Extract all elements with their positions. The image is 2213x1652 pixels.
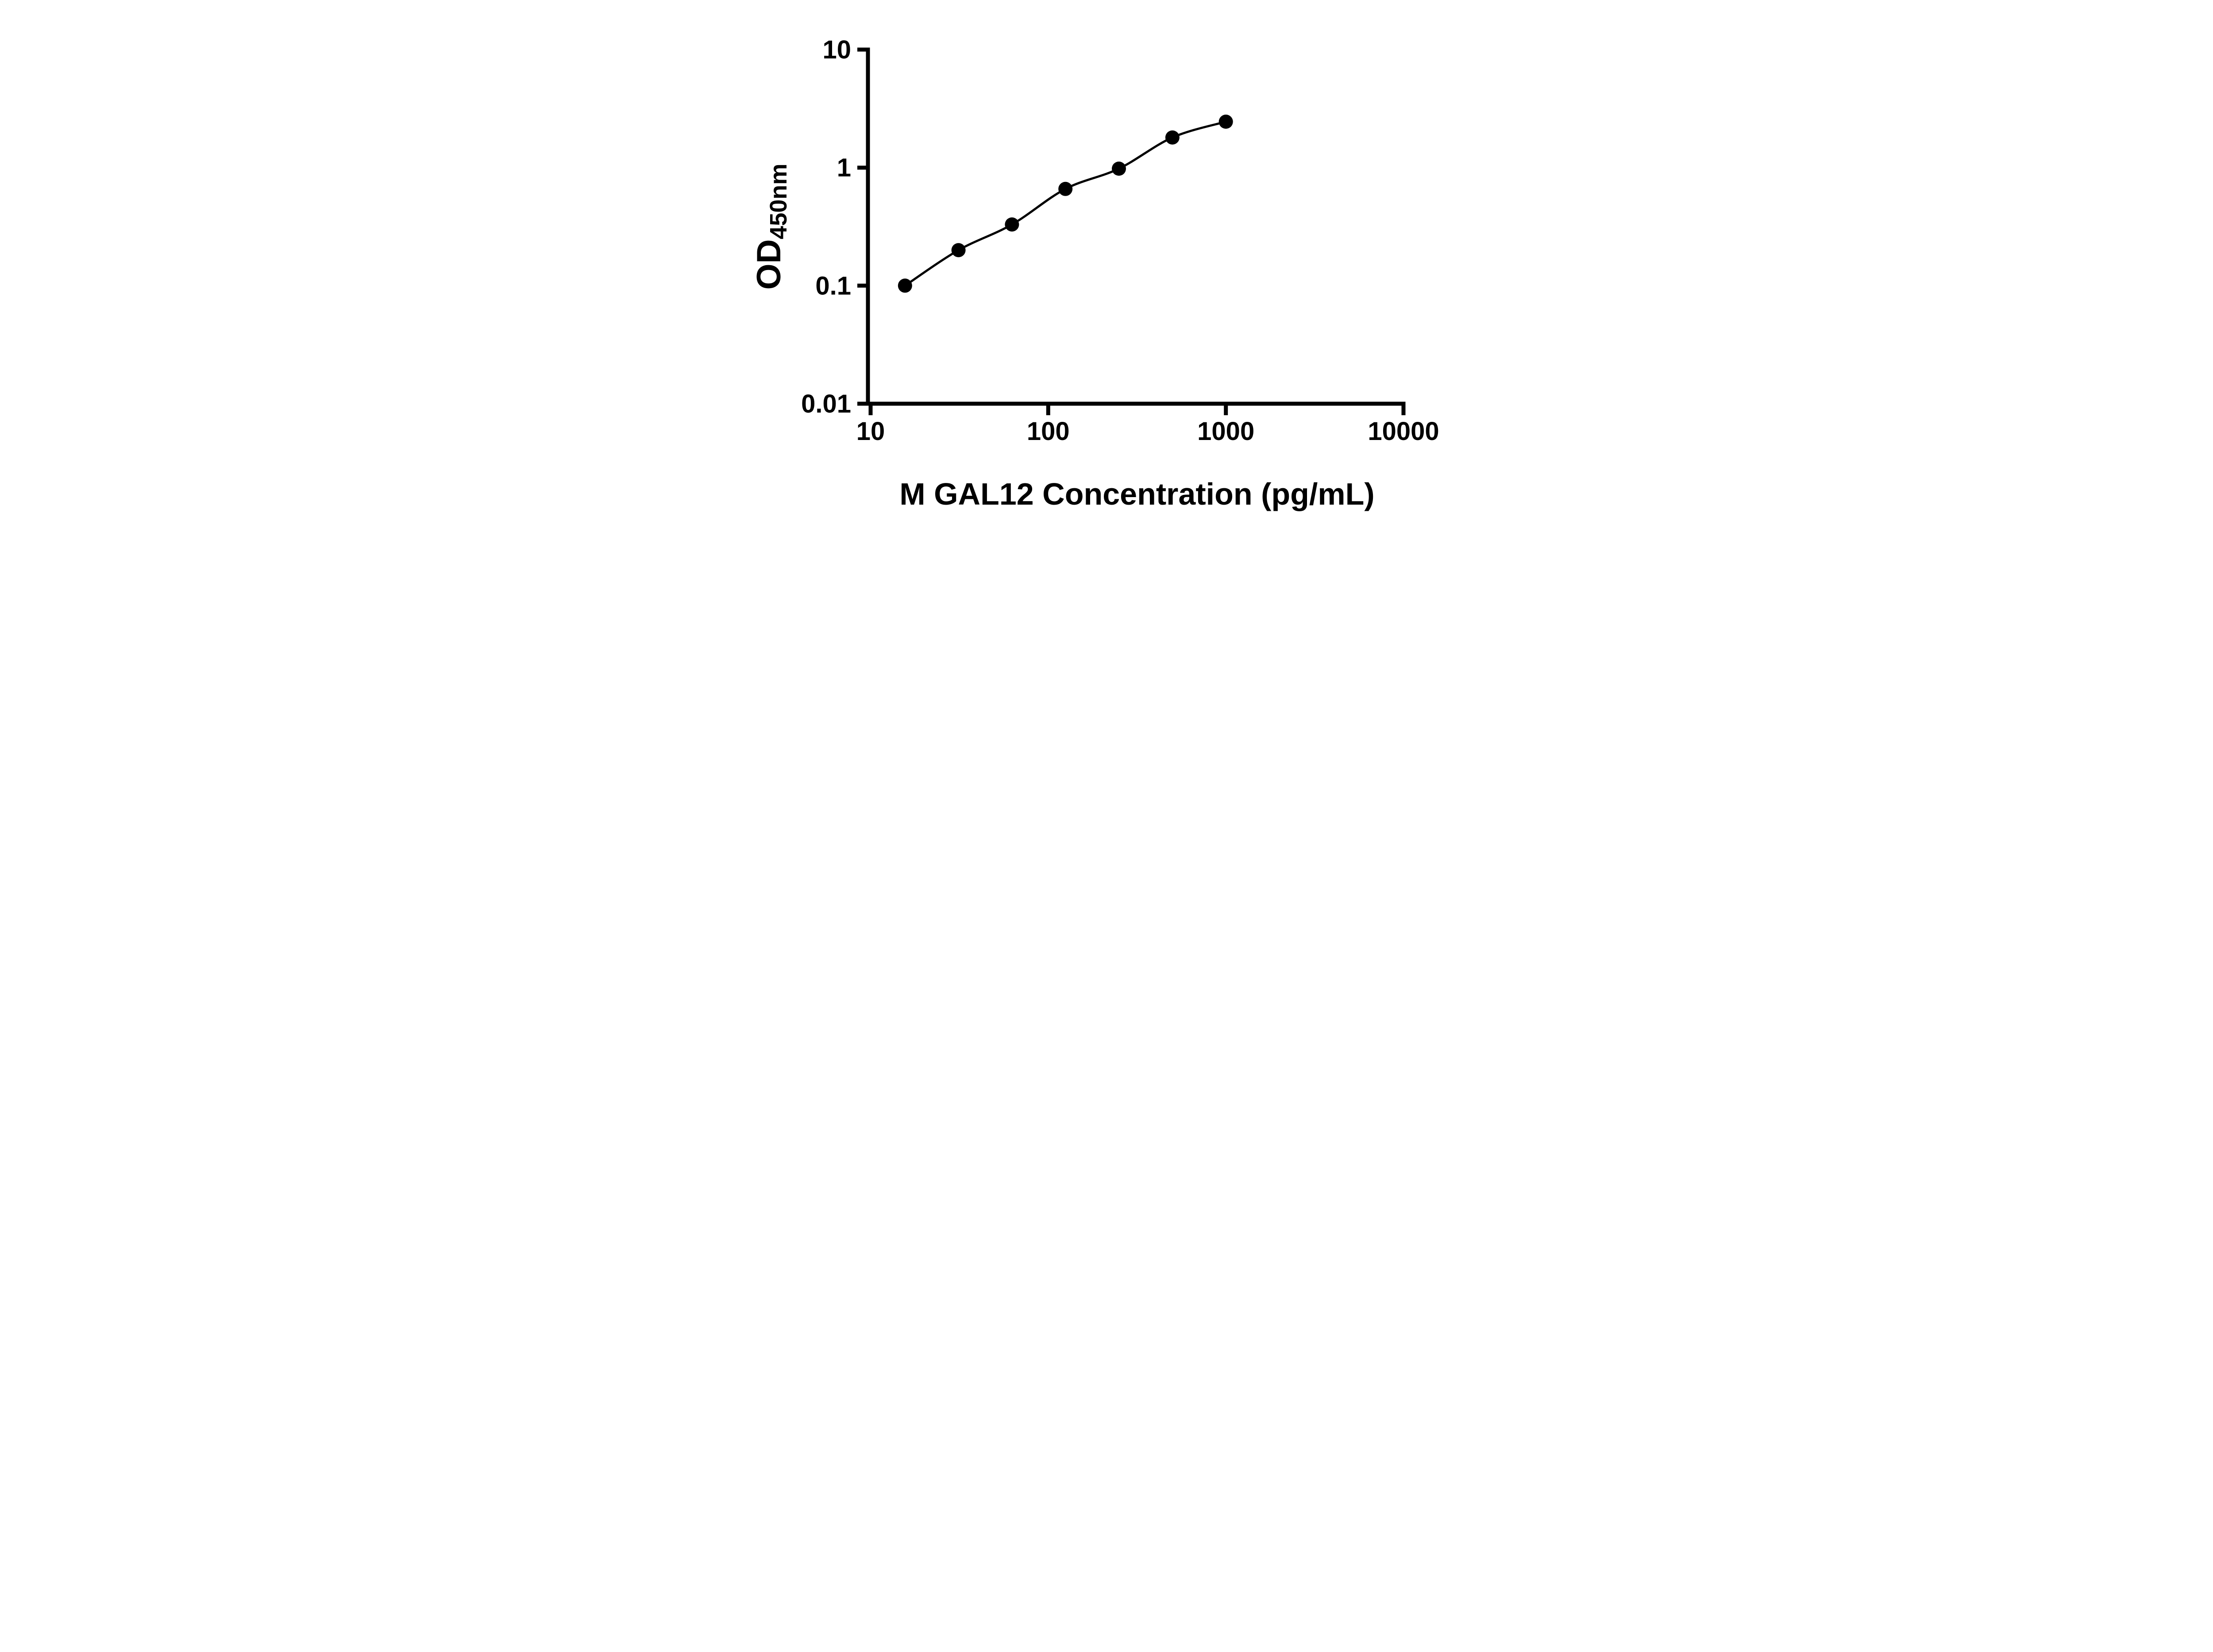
x-tick-label: 10 (856, 417, 885, 446)
data-point (1058, 181, 1073, 196)
x-axis-title: M GAL12 Concentration (pg/mL) (899, 477, 1374, 511)
x-tick-label: 10000 (1368, 417, 1439, 446)
chart-canvas: 0.01 0.1 1 10 10 100 1000 10000 OD450nm M GAL12 C… (728, 0, 1485, 551)
y-tick-label: 0.1 (815, 271, 851, 300)
chart-page: 0.01 0.1 1 10 10 100 1000 10000 OD450nm M GAL12 C… (728, 0, 1485, 551)
x-tick-label: 1000 (1197, 417, 1254, 446)
data-point (951, 243, 966, 258)
data-point (1165, 130, 1180, 145)
y-axis-title-subscript: 450nm (765, 163, 792, 239)
elisa-standard-curve-figure: 0.01 0.1 1 10 10 100 1000 10000 OD450nm M GAL12 C… (728, 0, 1485, 551)
data-point (898, 278, 912, 293)
x-tick-label: 100 (1027, 417, 1070, 446)
data-point (1005, 217, 1019, 232)
y-axis-title: OD450nm (750, 163, 792, 289)
data-point (1112, 162, 1126, 176)
chart-background (728, 0, 1485, 551)
y-tick-label: 10 (822, 35, 851, 64)
y-tick-label: 1 (837, 154, 851, 182)
data-point (1218, 114, 1233, 129)
y-axis-title-main: OD (750, 239, 788, 290)
y-tick-label: 0.01 (801, 390, 851, 418)
